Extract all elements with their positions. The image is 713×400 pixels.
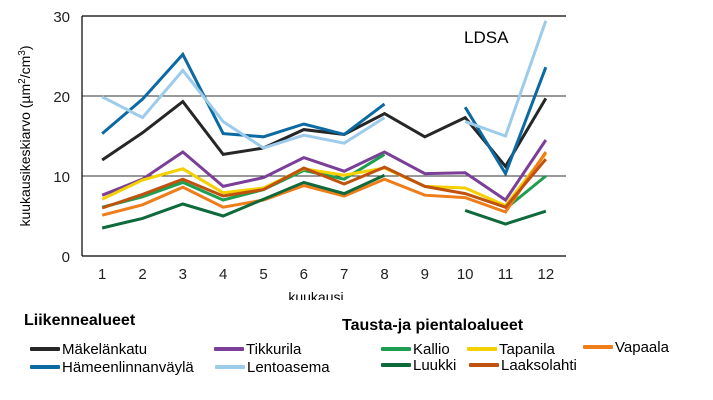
series-line-tikkurila [101,139,548,203]
legend-swatch [215,365,245,369]
x-tick-label: 1 [98,266,106,283]
legend-item-luukki: Luukki [381,356,456,374]
x-tick-label: 9 [421,266,429,283]
x-tick-label: 10 [457,266,474,283]
series-line-luukki [464,208,547,226]
x-tick-label: 6 [300,266,308,283]
legend-item-hameenlinnanvayla: Hämeenlinnanväylä [30,358,194,376]
legend-label: Tapanila [499,340,555,358]
legend-swatch [467,347,497,351]
legend-item-makelankatu: Mäkelänkatu [30,340,147,358]
x-tick-label: 7 [340,266,348,283]
legend-swatch [381,347,411,351]
legend-item-tapanila: Tapanila [467,340,555,358]
y-axis-label-sup2: 3 [17,50,28,56]
series-line-hameenlinnanvayla [463,66,548,178]
y-tick-labels: 0 10 20 30 [53,9,70,266]
y-axis-label-mid: /cm [17,56,33,79]
legend-label: Laaksolahti [501,356,577,374]
legend-swatch [30,347,60,351]
legend-label: Lentoasema [247,358,330,376]
legend-item-vapaala: Vapaala [583,338,669,356]
x-tick-label: 12 [537,266,554,283]
series-lines [101,20,548,230]
chart-annotation: LDSA [464,28,509,47]
series-line-tapanila [101,152,548,208]
x-tick-label: 5 [259,266,267,283]
series-line-lentoasema [101,68,386,150]
legend-swatch [381,363,411,367]
legend-title-tausta: Tausta-ja pientaloalueet [342,317,524,334]
x-tick-labels: 1 2 3 4 5 6 7 8 9 10 11 12 [98,266,554,283]
x-tick-label: 3 [179,266,187,283]
legend-swatch [30,365,60,369]
legend-label: Tikkurila [246,340,302,358]
series-line-lentoasema [464,20,548,138]
y-tick-label: 30 [53,9,70,26]
series-line-luukki [101,173,386,230]
y-axis-label: kuukausikeskiarvo (µm2/cm3) [17,45,34,226]
legend-swatch [469,363,499,367]
y-axis-label-main: kuukausikeskiarvo (µm [17,84,33,227]
legend-label: Kallio [413,340,450,358]
legend-swatch [583,345,613,349]
legend-item-kallio: Kallio [381,340,450,358]
legend-item-lentoasema: Lentoasema [215,358,330,376]
legend-label: Vapaala [615,338,669,356]
x-axis-label: kuukausi [288,289,343,300]
legend-item-laaksolahti: Laaksolahti [469,356,577,374]
legend-label: Luukki [413,356,457,374]
x-tick-label: 11 [498,266,514,283]
legend-item-tikkurila: Tikkurila [214,340,301,358]
y-axis-label-sup1: 2 [17,78,28,84]
legend-label: Mäkelänkatu [62,340,148,358]
series-line-kallio [101,153,386,209]
x-tick-label: 8 [380,266,388,283]
series-line-makelankatu [101,97,548,169]
legend-label: Hämeenlinnanväylä [62,358,194,376]
legend-title-liikennealueet: Liikennealueet [24,312,136,329]
x-tick-label: 4 [219,266,227,283]
x-tick-label: 2 [138,266,146,283]
series-line-vapaala [101,151,548,217]
legend-swatch [214,347,244,351]
y-axis-label-end: ) [17,45,33,50]
y-tick-label: 10 [53,169,70,186]
series-line-laaksolahti [101,158,547,210]
y-tick-label: 0 [62,249,70,266]
y-tick-label: 20 [53,89,70,106]
